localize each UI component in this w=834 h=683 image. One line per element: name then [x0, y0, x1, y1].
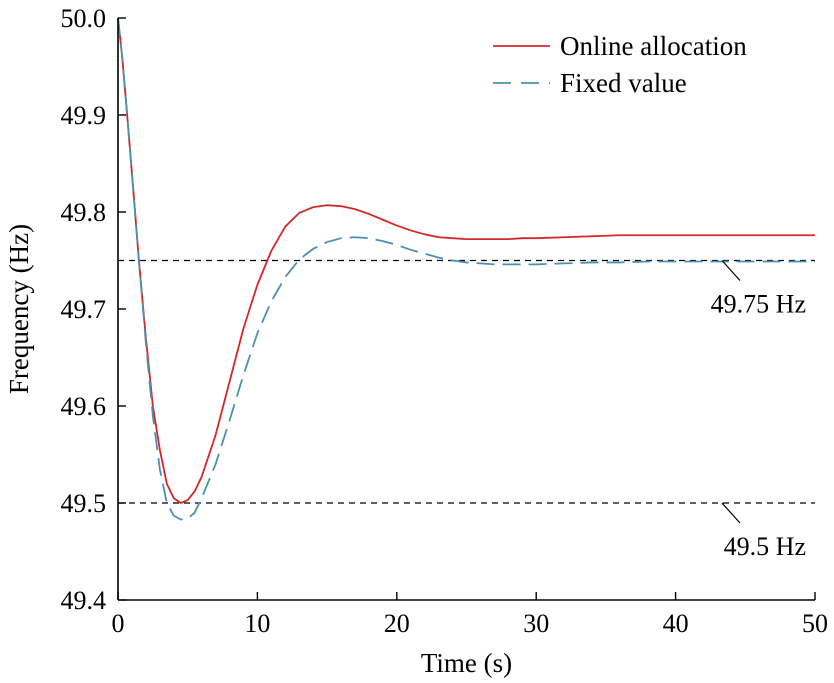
y-tick-label: 49.5 — [61, 489, 107, 518]
x-axis-label: Time (s) — [421, 648, 512, 678]
y-tick-label: 49.8 — [61, 198, 107, 227]
x-tick-label: 30 — [523, 609, 549, 638]
series-line-1 — [117, 17, 815, 504]
legend-label: Online allocation — [560, 31, 747, 61]
legend-label: Fixed value — [560, 68, 687, 98]
x-tick-label: 50 — [802, 609, 828, 638]
y-tick-label: 49.7 — [61, 295, 107, 324]
y-tick-label: 50.0 — [61, 4, 107, 33]
annotation-leader — [721, 502, 741, 524]
reference-line-label: 49.5 Hz — [724, 532, 806, 561]
x-tick-label: 20 — [384, 609, 410, 638]
annotations: 49.75 Hz 49.5 Hz — [711, 260, 806, 561]
y-tick-label: 49.6 — [61, 392, 107, 421]
y-axis-label: Frequency (Hz) — [4, 224, 34, 394]
x-ticks: 0 10 20 30 40 50 — [112, 592, 828, 638]
x-tick-label: 0 — [112, 609, 125, 638]
y-tick-label: 49.4 — [61, 586, 107, 615]
y-tick-label: 49.9 — [61, 101, 107, 130]
reference-line-label: 49.75 Hz — [711, 290, 806, 319]
annotation-leader — [721, 260, 741, 281]
x-tick-label: 40 — [663, 609, 689, 638]
y-ticks: 49.4 49.5 49.6 49.7 49.8 49.9 50.0 — [61, 4, 126, 615]
series-layer — [117, 17, 815, 521]
legend: Online allocation Fixed value — [493, 31, 747, 98]
x-tick-label: 10 — [244, 609, 270, 638]
series-line-2 — [117, 17, 815, 521]
